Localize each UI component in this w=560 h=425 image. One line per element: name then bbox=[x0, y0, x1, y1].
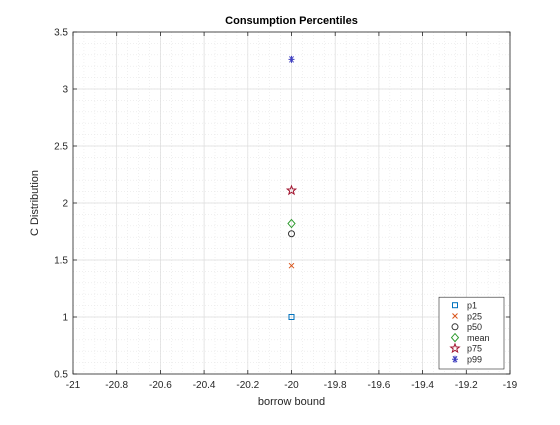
legend-label: p50 bbox=[467, 322, 482, 332]
circle-marker bbox=[451, 323, 459, 331]
legend-label: p75 bbox=[467, 344, 482, 354]
x-tick-label: -21 bbox=[66, 380, 81, 391]
x-tick-label: -19.4 bbox=[411, 380, 434, 391]
legend-marker-p75 bbox=[449, 342, 461, 354]
legend-marker-p25 bbox=[452, 313, 458, 319]
x-tick-label: -20.6 bbox=[149, 380, 172, 391]
data-point-p1 bbox=[288, 314, 295, 320]
data-point-p99 bbox=[288, 55, 295, 63]
x-marker bbox=[288, 262, 295, 269]
circle-marker bbox=[288, 230, 295, 238]
data-point-p25 bbox=[288, 262, 295, 269]
legend-marker-mean bbox=[450, 332, 460, 343]
asterisk-marker bbox=[288, 55, 295, 63]
legend-box bbox=[438, 296, 505, 370]
legend-marker-p1 bbox=[452, 302, 458, 309]
x-tick-label: -20 bbox=[284, 380, 299, 391]
legend-label: mean bbox=[467, 333, 490, 343]
data-point-p50 bbox=[288, 230, 295, 238]
square-marker bbox=[288, 314, 295, 320]
x-tick-label: -19.6 bbox=[368, 380, 391, 391]
y-tick-label: 3 bbox=[62, 85, 68, 96]
y-tick-label: 1 bbox=[62, 313, 68, 324]
axis-ticks bbox=[72, 31, 511, 375]
x-axis-label: borrow bound bbox=[258, 396, 325, 408]
x-tick-label: -19.8 bbox=[324, 380, 347, 391]
y-tick-label: 2 bbox=[62, 199, 68, 210]
x-tick-label: -20.2 bbox=[236, 380, 259, 391]
x-tick-label: -19 bbox=[503, 380, 518, 391]
x-tick-label: -19.2 bbox=[455, 380, 478, 391]
y-tick-label: 3.5 bbox=[54, 28, 68, 39]
legend-label: p99 bbox=[467, 355, 482, 365]
data-points bbox=[285, 55, 298, 320]
data-point-mean bbox=[287, 218, 296, 229]
tick-labels: -21 -20.8 -20.6 -20.4 -20.2 -20 -19.8 -19.6 -19.… bbox=[54, 28, 518, 392]
legend-label: p25 bbox=[467, 311, 482, 321]
legend-marker-p99 bbox=[452, 355, 458, 363]
diamond-marker bbox=[287, 218, 296, 229]
y-tick-label: 0.5 bbox=[54, 370, 68, 381]
data-point-p75 bbox=[285, 184, 298, 196]
legend-marker-p50 bbox=[451, 323, 459, 331]
y-tick-label: 1.5 bbox=[54, 256, 68, 267]
asterisk-marker bbox=[452, 355, 458, 363]
x-marker bbox=[452, 313, 458, 319]
x-tick-label: -20.8 bbox=[105, 380, 128, 391]
chart-title: Consumption Percentiles bbox=[225, 15, 358, 27]
legend-label: p1 bbox=[467, 301, 477, 311]
y-tick-label: 2.5 bbox=[54, 142, 68, 153]
x-tick-label: -20.4 bbox=[193, 380, 216, 391]
y-axis-label: C Distribution bbox=[29, 170, 41, 236]
pentagram-marker bbox=[285, 184, 298, 196]
square-marker bbox=[452, 302, 458, 309]
pentagram-marker bbox=[449, 342, 461, 354]
diamond-marker bbox=[450, 332, 460, 343]
